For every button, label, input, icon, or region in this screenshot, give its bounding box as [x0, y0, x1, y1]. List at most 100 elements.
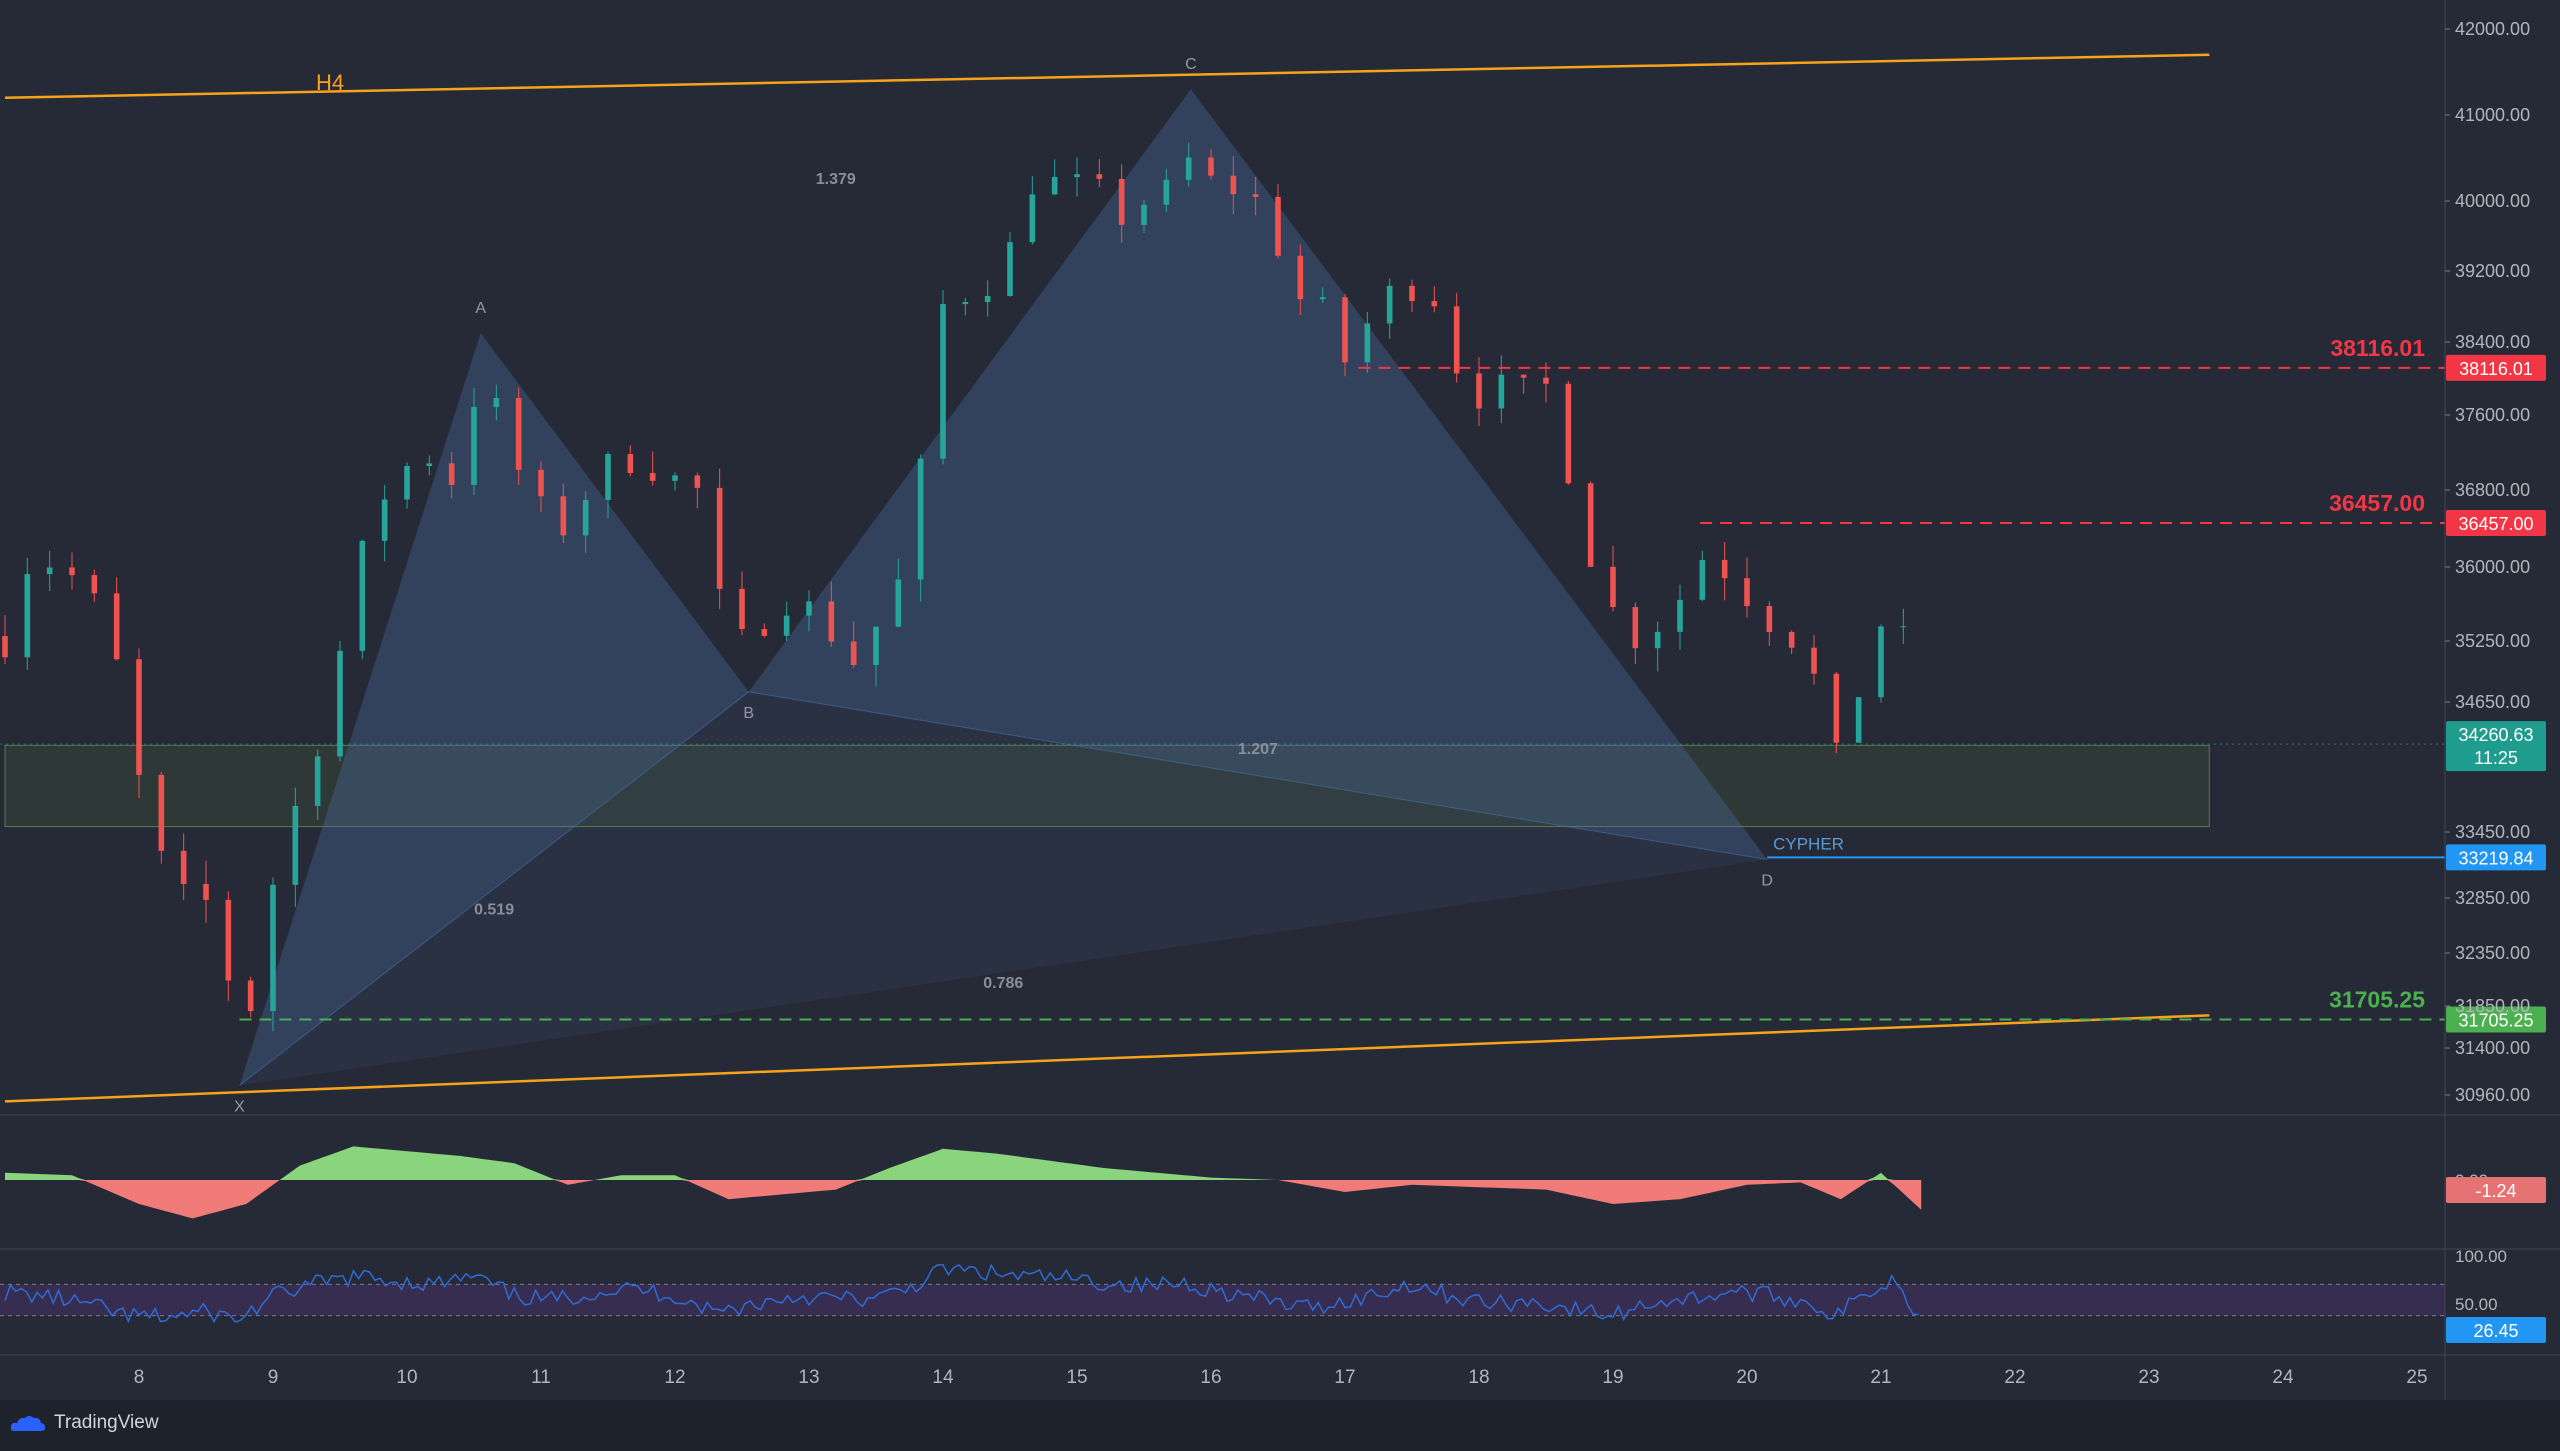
candle-body	[203, 883, 209, 900]
price-tag-text-3: 33219.84	[2458, 848, 2533, 868]
candle-body	[1721, 559, 1728, 579]
candle-body	[1811, 647, 1817, 674]
y-tick-label: 40000.00	[2455, 191, 2530, 211]
candle-body	[1409, 285, 1415, 302]
candle-body	[962, 302, 969, 305]
candle-body	[716, 487, 723, 589]
price-tag-1	[2446, 510, 2546, 537]
candle-body	[828, 601, 835, 642]
candle-body	[649, 473, 656, 481]
ratio-label-0: 1.379	[816, 171, 856, 188]
candle-body	[582, 500, 589, 536]
y-tick-label: 42000.00	[2455, 19, 2530, 39]
rsi-line	[4, 1263, 1919, 1324]
current-price-value: 34260.63	[2458, 725, 2533, 745]
candle-body	[1520, 374, 1527, 378]
candle-body	[672, 475, 678, 481]
candle-body	[1878, 626, 1884, 698]
x-tick-label: 17	[1334, 1367, 1355, 1388]
x-tick-label: 24	[2272, 1367, 2294, 1388]
x-tick-label: 11	[531, 1367, 551, 1388]
brand-logo[interactable]: TradingView	[10, 1412, 159, 1434]
candle-body	[1185, 157, 1192, 180]
candle-body	[1007, 242, 1013, 296]
candle-body	[69, 567, 75, 576]
x-tick-label: 21	[1870, 1367, 1891, 1388]
pattern-point-B: B	[743, 705, 754, 722]
candle-body	[1543, 377, 1549, 384]
candle-body	[694, 475, 701, 488]
candle-body	[850, 641, 857, 666]
macd-value-tag	[2446, 1177, 2546, 1203]
pattern-point-D: D	[1761, 873, 1773, 890]
price-tag-3	[2446, 844, 2546, 871]
candle-body	[1453, 306, 1460, 374]
candle-body	[471, 406, 477, 485]
candle-body	[314, 756, 321, 806]
rsi-tick-label: 50.00	[2455, 1295, 2498, 1314]
candle-body	[1364, 323, 1371, 363]
footer-bar	[0, 1400, 2560, 1451]
candle-body	[1699, 559, 1706, 600]
candle-body	[1096, 174, 1103, 179]
trendline-lower	[4, 1014, 2210, 1103]
x-tick-label: 8	[134, 1367, 145, 1388]
candle-body	[1386, 285, 1393, 324]
candle-body	[113, 593, 120, 660]
candle-body	[1565, 383, 1572, 484]
pattern-point-X: X	[234, 1098, 245, 1115]
candle-body	[1498, 374, 1505, 409]
candle-body	[1476, 373, 1482, 409]
x-tick-label: 18	[1468, 1367, 1489, 1388]
candle-body	[1074, 174, 1080, 178]
x-tick-label: 12	[664, 1367, 685, 1388]
candle-body	[1051, 177, 1058, 195]
y-tick-label: 36000.00	[2455, 557, 2530, 577]
candle-body	[1677, 599, 1683, 632]
tradingview-cloud-icon	[10, 1416, 46, 1431]
candle-body	[761, 629, 768, 636]
candle-body	[1833, 673, 1840, 743]
candle-body	[1587, 483, 1594, 567]
x-tick-label: 19	[1602, 1367, 1623, 1388]
candle-body	[225, 899, 232, 981]
candle-body	[158, 774, 165, 851]
price-tag-text-1: 36457.00	[2458, 514, 2533, 534]
current-price-tag	[2446, 721, 2546, 772]
y-tick-label: 39200.00	[2455, 261, 2530, 281]
candle-body	[1342, 297, 1348, 363]
ratio-label-3: 0.786	[983, 975, 1023, 992]
rsi-value: 26.45	[2473, 1321, 2518, 1341]
candle-body	[1632, 607, 1639, 649]
candle-body	[1788, 631, 1795, 648]
candle-body	[1141, 204, 1147, 225]
y-tick-label: 33450.00	[2455, 822, 2530, 842]
candle-body	[24, 574, 31, 658]
candle-body	[247, 980, 254, 1012]
candle-body	[917, 458, 924, 580]
ratio-label-2: 0.519	[474, 902, 514, 919]
macd-histogram-positive	[5, 1146, 1922, 1180]
candle-body	[783, 615, 790, 636]
pattern-triangle-bcd	[748, 89, 1768, 860]
candle-body	[873, 626, 879, 666]
candle-body	[1319, 297, 1326, 300]
candle-body	[493, 398, 500, 407]
candle-body	[426, 463, 433, 466]
candle-body	[180, 850, 187, 884]
price-chart[interactable]: 38116.01 38116.01 36457.00 36457.00 31705.25…	[0, 0, 2560, 1400]
pattern-point-C: C	[1185, 56, 1197, 73]
x-tick-label: 10	[396, 1367, 417, 1388]
x-tick-label: 14	[932, 1367, 954, 1388]
pattern-triangle-xab	[239, 333, 749, 1086]
demand-zone	[4, 744, 2210, 828]
level-value-label-2: 31705.25	[2329, 987, 2425, 1013]
pattern-name-label: CYPHER	[1773, 834, 1844, 853]
candle-body	[1766, 606, 1773, 632]
timeframe-label: H4	[316, 70, 344, 95]
level-value-label-1: 36457.00	[2329, 490, 2425, 516]
pattern-point-A: A	[475, 300, 486, 317]
candle-body	[1744, 578, 1750, 607]
candle-body	[1029, 194, 1036, 243]
